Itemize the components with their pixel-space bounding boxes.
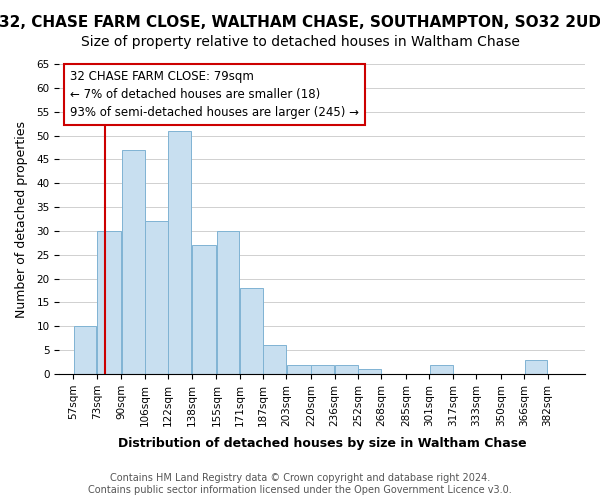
Bar [145,222,168,374]
Bar [192,246,216,374]
Bar [74,326,97,374]
Bar [122,150,145,374]
Bar [311,364,334,374]
Text: Size of property relative to detached houses in Waltham Chase: Size of property relative to detached ho… [80,35,520,49]
Bar [358,370,381,374]
Text: 32, CHASE FARM CLOSE, WALTHAM CHASE, SOUTHAMPTON, SO32 2UD: 32, CHASE FARM CLOSE, WALTHAM CHASE, SOU… [0,15,600,30]
Bar [287,364,311,374]
Bar [430,364,452,374]
Bar [169,131,191,374]
Bar [240,288,263,374]
Text: Contains HM Land Registry data © Crown copyright and database right 2024.
Contai: Contains HM Land Registry data © Crown c… [88,474,512,495]
Bar [335,364,358,374]
Bar [217,231,239,374]
Bar [263,346,286,374]
Text: 32 CHASE FARM CLOSE: 79sqm
← 7% of detached houses are smaller (18)
93% of semi-: 32 CHASE FARM CLOSE: 79sqm ← 7% of detac… [70,70,359,119]
X-axis label: Distribution of detached houses by size in Waltham Chase: Distribution of detached houses by size … [118,437,526,450]
Bar [524,360,547,374]
Bar [97,231,121,374]
Y-axis label: Number of detached properties: Number of detached properties [15,120,28,318]
